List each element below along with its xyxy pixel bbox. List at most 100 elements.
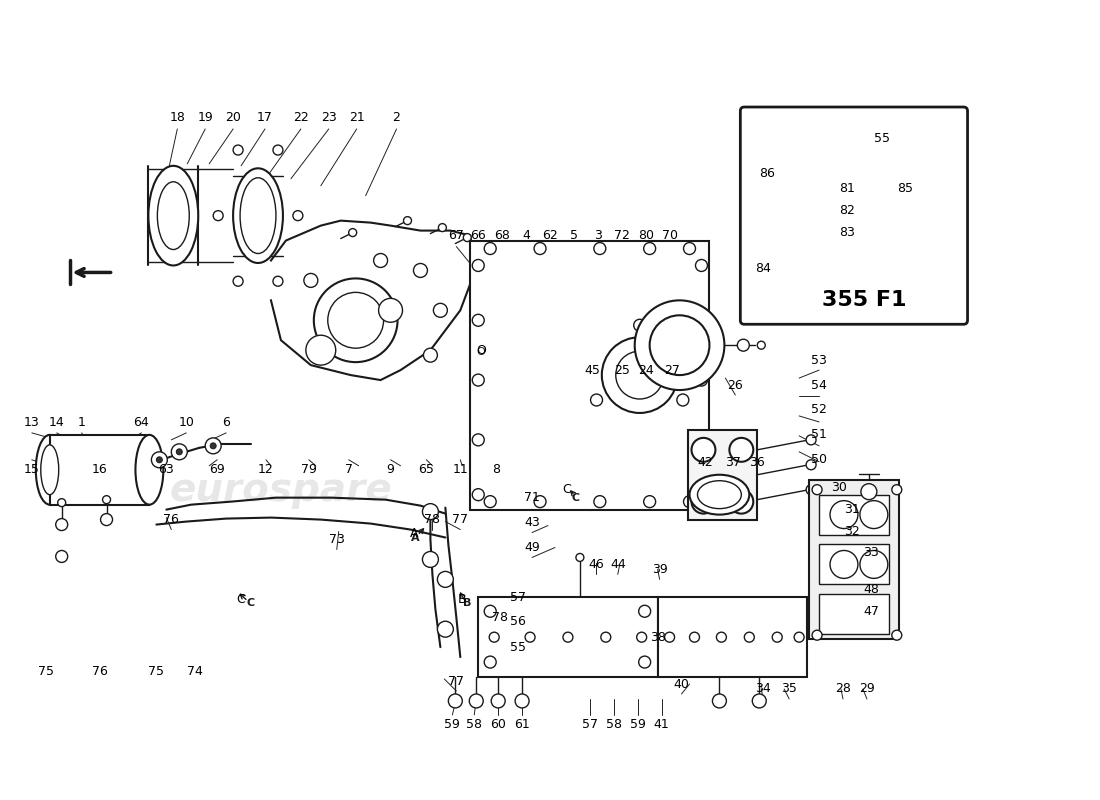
Circle shape bbox=[293, 210, 303, 221]
Ellipse shape bbox=[36, 435, 64, 505]
Circle shape bbox=[472, 489, 484, 501]
Circle shape bbox=[695, 374, 707, 386]
Text: 14: 14 bbox=[48, 417, 65, 430]
Circle shape bbox=[860, 501, 888, 529]
Text: 58: 58 bbox=[606, 718, 621, 731]
Text: 5: 5 bbox=[570, 229, 578, 242]
Text: 41: 41 bbox=[653, 718, 670, 731]
Circle shape bbox=[602, 338, 678, 413]
Circle shape bbox=[591, 394, 603, 406]
Text: 13: 13 bbox=[24, 417, 40, 430]
Circle shape bbox=[102, 496, 110, 504]
Text: 76: 76 bbox=[91, 665, 108, 678]
Circle shape bbox=[484, 606, 496, 618]
Text: 38: 38 bbox=[650, 630, 666, 644]
Circle shape bbox=[378, 298, 403, 322]
Circle shape bbox=[438, 622, 453, 637]
Text: 12: 12 bbox=[258, 463, 274, 476]
Text: 9: 9 bbox=[386, 463, 395, 476]
Text: 72: 72 bbox=[614, 229, 629, 242]
Circle shape bbox=[794, 632, 804, 642]
Text: 35: 35 bbox=[781, 682, 798, 695]
Circle shape bbox=[472, 434, 484, 446]
Circle shape bbox=[713, 694, 726, 708]
Text: 355 F1: 355 F1 bbox=[822, 290, 906, 310]
Circle shape bbox=[757, 342, 766, 349]
Circle shape bbox=[433, 303, 448, 318]
Circle shape bbox=[314, 278, 397, 362]
Text: 30: 30 bbox=[832, 481, 847, 494]
Circle shape bbox=[892, 485, 902, 494]
Circle shape bbox=[273, 276, 283, 286]
Text: eurospare: eurospare bbox=[169, 470, 393, 509]
Text: 40: 40 bbox=[673, 678, 690, 690]
Circle shape bbox=[601, 632, 610, 642]
Circle shape bbox=[690, 632, 700, 642]
Text: 29: 29 bbox=[859, 682, 874, 695]
Text: 19: 19 bbox=[197, 111, 213, 125]
Text: 73: 73 bbox=[329, 533, 344, 546]
Ellipse shape bbox=[148, 166, 198, 266]
Text: 75: 75 bbox=[37, 665, 54, 678]
Text: 3: 3 bbox=[594, 229, 602, 242]
Text: B: B bbox=[458, 593, 466, 606]
Circle shape bbox=[695, 259, 707, 271]
Text: 28: 28 bbox=[835, 682, 851, 695]
Text: 64: 64 bbox=[133, 417, 150, 430]
Circle shape bbox=[942, 210, 959, 228]
Circle shape bbox=[472, 259, 484, 271]
Text: 75: 75 bbox=[148, 665, 164, 678]
Text: eurospar: eurospar bbox=[551, 470, 748, 509]
Circle shape bbox=[515, 694, 529, 708]
Circle shape bbox=[422, 551, 439, 567]
Circle shape bbox=[414, 263, 428, 278]
Circle shape bbox=[484, 242, 496, 254]
Circle shape bbox=[449, 694, 462, 708]
Circle shape bbox=[729, 490, 754, 514]
Circle shape bbox=[525, 632, 535, 642]
Text: 7: 7 bbox=[344, 463, 353, 476]
Text: 76: 76 bbox=[164, 513, 179, 526]
Text: 22: 22 bbox=[293, 111, 309, 125]
Circle shape bbox=[695, 314, 707, 326]
Text: O: O bbox=[477, 347, 485, 357]
Text: 81: 81 bbox=[839, 182, 855, 195]
Circle shape bbox=[273, 145, 283, 155]
Circle shape bbox=[594, 242, 606, 254]
Circle shape bbox=[438, 571, 453, 587]
Text: 52: 52 bbox=[811, 403, 827, 417]
Circle shape bbox=[472, 314, 484, 326]
Bar bbox=[810, 480, 899, 639]
Circle shape bbox=[349, 229, 356, 237]
Circle shape bbox=[424, 348, 438, 362]
Text: 37: 37 bbox=[725, 456, 741, 470]
Circle shape bbox=[172, 444, 187, 460]
Circle shape bbox=[639, 656, 650, 668]
Circle shape bbox=[616, 351, 663, 399]
Circle shape bbox=[772, 632, 782, 642]
Circle shape bbox=[490, 632, 499, 642]
Ellipse shape bbox=[41, 445, 58, 494]
Circle shape bbox=[176, 449, 183, 455]
Circle shape bbox=[422, 504, 439, 519]
Circle shape bbox=[664, 632, 674, 642]
Circle shape bbox=[470, 694, 483, 708]
Text: 43: 43 bbox=[525, 516, 540, 529]
Circle shape bbox=[233, 276, 243, 286]
Circle shape bbox=[830, 550, 858, 578]
Circle shape bbox=[752, 694, 767, 708]
Circle shape bbox=[213, 210, 223, 221]
Circle shape bbox=[892, 630, 902, 640]
Text: 71: 71 bbox=[524, 491, 540, 504]
Circle shape bbox=[806, 485, 816, 494]
Circle shape bbox=[563, 632, 573, 642]
Text: 33: 33 bbox=[864, 546, 879, 559]
Text: C: C bbox=[248, 598, 255, 608]
Circle shape bbox=[594, 496, 606, 508]
Circle shape bbox=[830, 501, 858, 529]
Text: 66: 66 bbox=[471, 229, 486, 242]
Text: 15: 15 bbox=[24, 463, 40, 476]
Text: 48: 48 bbox=[862, 583, 879, 596]
Circle shape bbox=[156, 457, 163, 462]
Text: 53: 53 bbox=[811, 354, 827, 366]
